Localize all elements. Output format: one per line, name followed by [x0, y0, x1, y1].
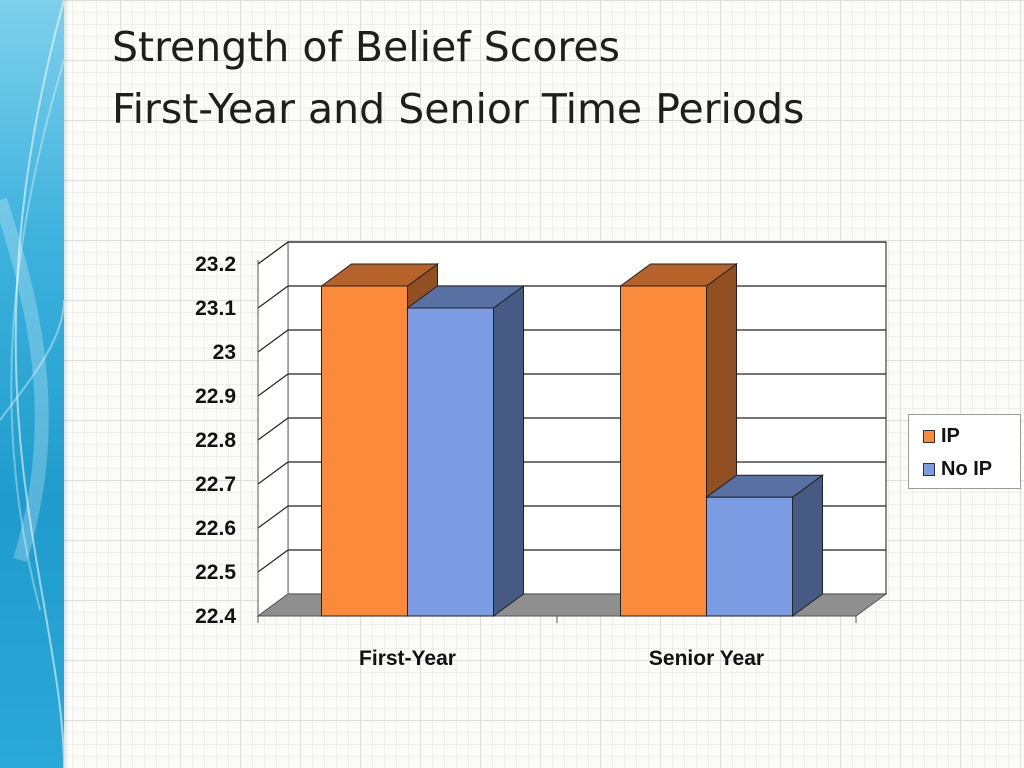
y-tick-label: 22.4: [195, 605, 236, 628]
gridline-side: [257, 285, 289, 309]
gridline-side: [257, 505, 289, 529]
gridline-side: [257, 549, 289, 573]
x-category-label: First-Year: [359, 647, 456, 670]
bar-ip-first-year: [321, 285, 408, 617]
x-category-label: Senior Year: [649, 647, 764, 670]
y-tick-label: 22.8: [195, 429, 236, 452]
bar-no-ip-senior-year: [706, 496, 793, 617]
bar-no-ip-first-year-side: [493, 285, 524, 617]
bar-ip-senior-year: [620, 285, 707, 617]
y-tick-label: 22.5: [195, 561, 236, 584]
y-tick-label: 22.6: [195, 517, 236, 540]
y-tick-label: 22.9: [195, 385, 236, 408]
legend-label-no-ip: No IP: [941, 457, 993, 480]
title-line-2: First-Year and Senior Time Periods: [112, 85, 805, 133]
chart-legend: IP No IP: [908, 414, 1021, 489]
gridline-side: [257, 329, 289, 353]
bar-no-ip-first-year: [407, 307, 494, 617]
gridline-side: [257, 373, 289, 397]
y-tick-label: 23.1: [195, 297, 236, 320]
legend-item-ip: IP: [923, 425, 960, 447]
legend-swatch-ip: [923, 429, 935, 443]
side-band-shadow: [64, 0, 69, 768]
slide-title: Strength of Belief Scores First-Year and…: [112, 16, 992, 140]
gridline-side: [257, 461, 289, 485]
y-tick-label: 22.7: [195, 473, 236, 496]
decorative-side-band: [0, 0, 64, 768]
bar-no-ip-senior-year-side: [792, 474, 823, 617]
y-tick-label: 23: [213, 341, 236, 364]
legend-item-no-ip: No IP: [923, 458, 992, 480]
title-line-1: Strength of Belief Scores: [112, 23, 620, 71]
legend-swatch-no-ip: [923, 462, 935, 476]
gridline-side: [257, 241, 289, 265]
gridline-side: [257, 417, 289, 441]
legend-label-ip: IP: [941, 424, 960, 447]
y-tick-label: 23.2: [195, 253, 236, 276]
